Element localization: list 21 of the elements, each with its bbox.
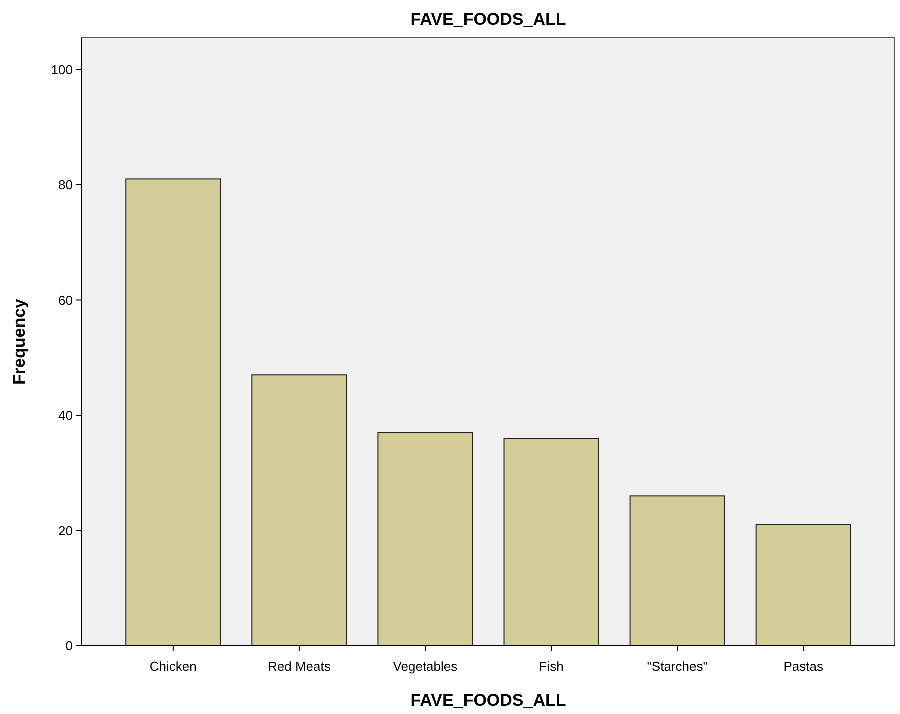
chart-title: FAVE_FOODS_ALL [410, 10, 566, 29]
bar [756, 524, 852, 646]
bar [378, 432, 474, 646]
y-tick-label: 20 [58, 523, 73, 538]
x-tick-label: Pastas [784, 659, 824, 674]
x-tick-label: Chicken [150, 659, 197, 674]
y-tick-label: 60 [58, 292, 73, 308]
y-tick-label: 40 [58, 408, 73, 424]
x-axis-title: FAVE_FOODS_ALL [410, 691, 566, 710]
y-axis-title: Frequency [10, 298, 29, 385]
y-tick-label: 0 [66, 638, 73, 654]
y-tick-label: 80 [58, 178, 73, 193]
bar [504, 438, 600, 646]
bar [630, 496, 726, 646]
x-tick-label: Red Meats [268, 659, 332, 674]
x-tick-label: Vegetables [393, 659, 458, 674]
bar [252, 374, 348, 646]
y-tick-label: 100 [51, 62, 73, 78]
x-tick-label: "Starches" [647, 659, 708, 674]
x-tick-label: Fish [539, 659, 564, 674]
bar [126, 178, 222, 646]
